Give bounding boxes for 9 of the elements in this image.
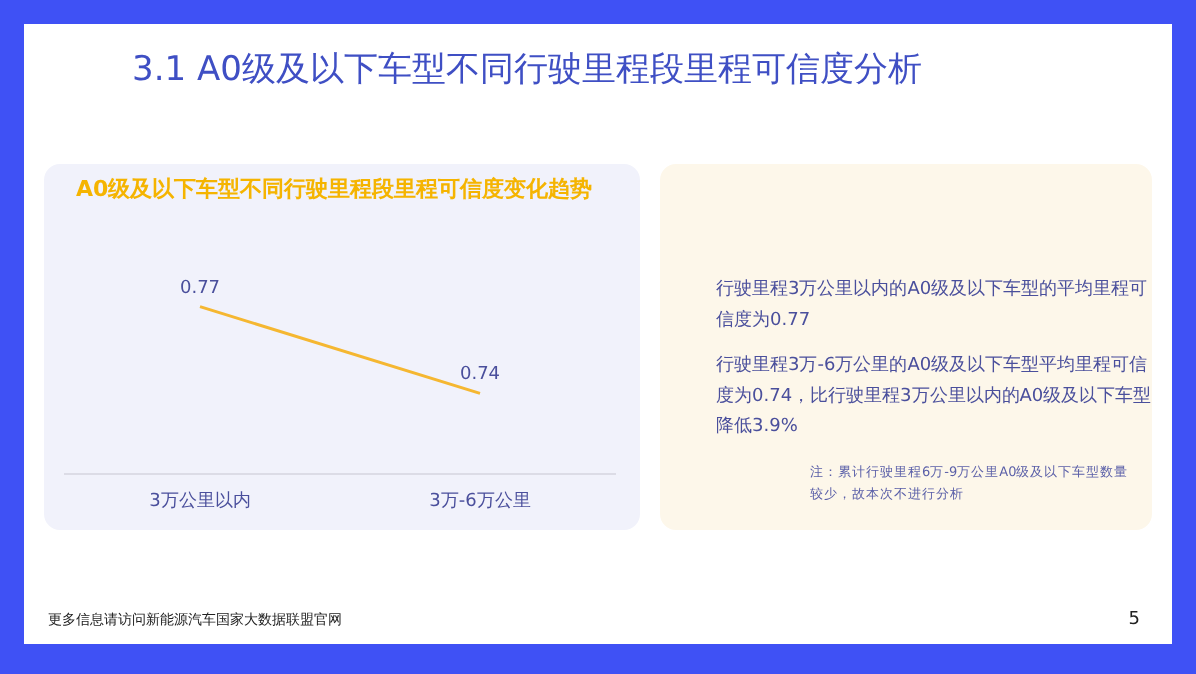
data-label: 0.74	[459, 365, 501, 386]
x-tick-label: 3万公里以内	[149, 490, 251, 512]
chart-subtitle: A0级及以下车型不同行驶里程段里程可信度变化趋势	[76, 176, 593, 202]
chart-title: 3.1 A0级及以下车型不同行驶里程段里程可信度分析	[132, 50, 922, 90]
text: 5	[1128, 610, 1140, 630]
text: 行驶里程3万公里以内的A0级及以下车型的平均里程可信度为0.77	[716, 278, 1148, 331]
x-tick-label: 3万-6万公里	[429, 490, 531, 512]
text: 行驶里程3万-6万公里的A0级及以下车型平均里程可信度为0.74，比行驶里程3万公里以内的A0级及以下车型降低3.9%	[716, 354, 1152, 438]
data-label: 0.77	[179, 278, 221, 299]
